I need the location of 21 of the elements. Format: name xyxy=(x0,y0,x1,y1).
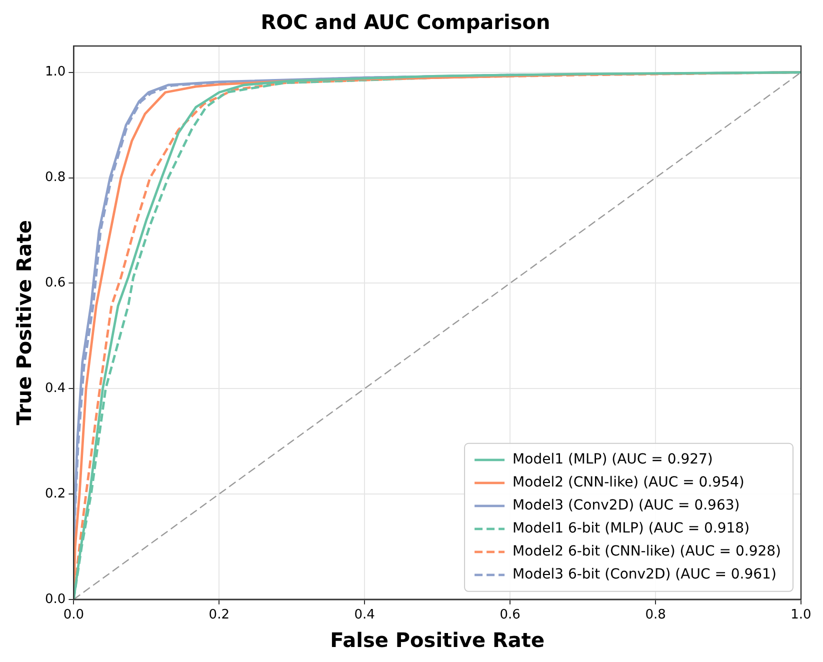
y-tick-label: 0.4 xyxy=(44,380,66,396)
x-tick-label: 0.4 xyxy=(354,608,375,623)
x-tick-label: 0.2 xyxy=(208,608,230,623)
x-tick-label: 0.8 xyxy=(645,608,666,623)
y-axis-title: True Positive Rate xyxy=(12,220,36,426)
y-tick-label: 0.0 xyxy=(44,592,66,607)
legend-label: Model3 (Conv2D) (AUC = 0.963) xyxy=(512,498,740,514)
x-tick-label: 0.6 xyxy=(500,608,520,623)
y-tick-label: 1.0 xyxy=(44,64,66,80)
chart-title: ROC and AUC Comparison xyxy=(260,10,550,34)
legend-label: Model3 6-bit (Conv2D) (AUC = 0.961) xyxy=(512,566,776,583)
y-tick-label: 0.8 xyxy=(44,170,66,186)
legend-label: Model2 (CNN-like) (AUC = 0.954) xyxy=(512,474,744,491)
y-tick-label: 0.2 xyxy=(44,486,66,502)
y-tick-label: 0.6 xyxy=(44,276,66,291)
x-tick-label: 1.0 xyxy=(790,608,812,623)
legend-label: Model2 6-bit (CNN-like) (AUC = 0.928) xyxy=(512,544,782,560)
legend-label: Model1 (MLP) (AUC = 0.927) xyxy=(512,452,713,468)
legend-label: Model1 6-bit (MLP) (AUC = 0.918) xyxy=(512,520,750,537)
x-axis-title: False Positive Rate xyxy=(330,628,545,652)
x-tick-label: 0.0 xyxy=(63,608,84,623)
